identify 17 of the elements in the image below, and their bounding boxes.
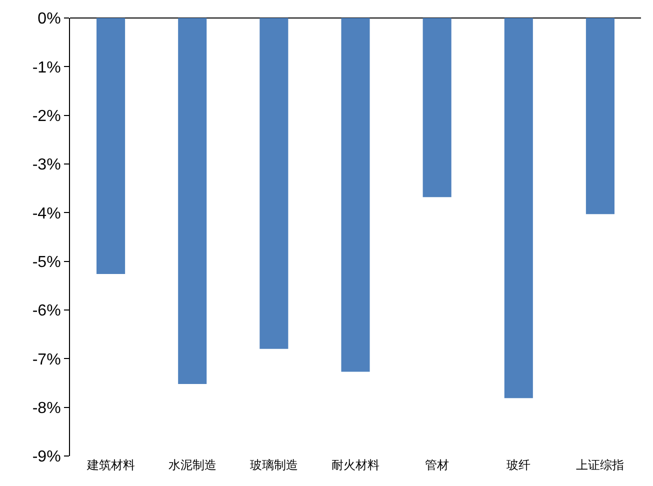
y-tick-label: -4% (32, 205, 61, 222)
y-tick-label: -7% (32, 351, 61, 368)
x-tick-label: 玻璃制造 (250, 458, 298, 472)
x-tick-label: 建筑材料 (86, 458, 135, 472)
x-tick-label: 耐火材料 (332, 458, 380, 472)
y-tick-label: -2% (32, 108, 61, 125)
y-tick-label: -6% (32, 302, 61, 320)
y-tick-label: -9% (32, 448, 61, 466)
x-tick-label: 玻纤 (506, 458, 531, 472)
y-tick-label: 0% (38, 10, 61, 28)
y-tick-label: -3% (32, 156, 61, 174)
y-tick-label: -5% (32, 254, 61, 271)
y-tick-label: -1% (32, 59, 61, 76)
x-tick-label: 管材 (425, 458, 450, 472)
x-tick-label: 上证综指 (576, 458, 624, 472)
y-tick-label: -8% (32, 400, 61, 417)
x-tick-label: 水泥制造 (168, 458, 216, 472)
